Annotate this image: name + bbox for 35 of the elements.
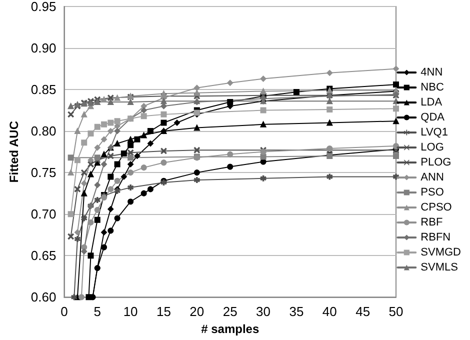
x-tick-label: 0 (60, 304, 68, 320)
x-tick-label: 50 (388, 304, 404, 320)
legend-label: LOG (420, 142, 444, 154)
x-tick-label: 35 (289, 304, 304, 320)
y-tick-label: 0.75 (30, 165, 56, 180)
x-tick-label: 25 (222, 304, 238, 320)
x-tick-label: 5 (94, 304, 101, 320)
legend-label: LDA (420, 96, 443, 108)
y-tick-label: 0.80 (30, 124, 56, 139)
y-tick-label: 0.85 (30, 82, 56, 98)
legend-label: LVQ1 (420, 126, 448, 138)
legend-label: 4NN (420, 66, 443, 78)
y-tick-label: 0.65 (30, 248, 56, 264)
legend-label: RBFN (420, 232, 451, 244)
x-tick-label: 10 (123, 304, 138, 320)
legend-label: CPSO (420, 202, 452, 214)
y-axis-title: Fitted AUC (7, 120, 21, 183)
y-tick-label: 0.70 (30, 206, 56, 222)
x-tick-label: 45 (356, 304, 370, 320)
x-tick-label: 30 (256, 304, 271, 320)
legend-label: NBC (420, 82, 444, 94)
x-tick-label: 15 (156, 304, 171, 320)
x-tick-label: 20 (190, 304, 204, 320)
legend-label: SVMGD (420, 246, 462, 258)
legend-label: ANN (420, 172, 444, 184)
legend-label: PSO (420, 186, 444, 198)
x-tick-label: 40 (322, 304, 337, 320)
legend-label: SVMLS (420, 262, 458, 274)
y-tick-label: 0.90 (30, 40, 56, 56)
legend-label: PLOG (420, 156, 452, 168)
x-axis-title: # samples (201, 322, 260, 336)
y-tick-label: 0.60 (30, 290, 56, 305)
legend-label: RBF (420, 216, 443, 228)
legend-label: QDA (420, 112, 446, 124)
y-tick-label: 0.95 (30, 0, 56, 14)
